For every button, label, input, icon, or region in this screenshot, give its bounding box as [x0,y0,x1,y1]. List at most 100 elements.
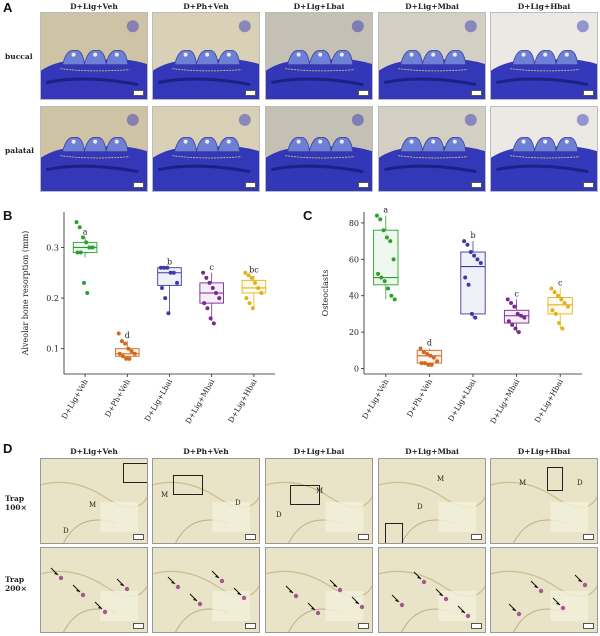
panel-a-col-header: D+Lig+Lbai [293,2,345,11]
dentin-label: D [235,499,241,507]
y-axis-label: Osteoclasts [321,270,330,317]
significance-letter: c [514,289,519,298]
data-point [213,291,218,295]
data-point [549,286,554,291]
data-point [82,280,87,285]
significance-letter: d [427,339,432,348]
data-point [250,306,255,311]
panel-d-col-header: D+Lig+Lbai [293,447,345,456]
data-point [162,265,167,270]
scale-bar [471,182,482,188]
data-point [246,273,251,278]
data-point [429,362,434,367]
x-tick-label: D+Lig+Veh [60,377,90,420]
data-point [259,291,264,295]
x-tick-label: D+Lig+Mbai [184,377,217,425]
data-point [207,280,212,285]
data-point [522,315,527,320]
jaw-specimen-photo [152,12,260,100]
y-tick-label: 80 [349,219,359,228]
data-point [171,270,176,275]
data-point [435,359,440,364]
data-point [506,319,511,324]
data-point [557,321,562,326]
scale-bar [133,534,144,540]
data-point [75,250,80,255]
data-point [119,339,124,344]
molar-label: M [437,475,445,483]
jaw-specimen-photo [265,12,373,100]
data-point [132,351,137,356]
data-point [382,279,387,284]
panel-a-col-header: D+Ph+Veh [183,2,229,11]
data-point [472,253,477,258]
data-point [468,250,473,255]
x-tick-label: D+Lig+Lbai [446,377,478,423]
x-tick-label: D+Ph+Veh [405,377,434,418]
panel-a-col-header: D+Lig+Hbai [517,2,571,11]
x-tick-label: D+Lig+Hbai [226,377,259,424]
jaw-specimen-photo [40,106,148,192]
data-point [205,306,210,311]
data-point [550,308,555,313]
roi-box [173,475,203,495]
jaw-specimen-photo [490,12,598,100]
data-point [256,285,261,290]
data-point [166,311,171,316]
data-point [505,297,510,302]
molar-label: M [161,491,169,499]
scale-bar [245,623,256,629]
jaw-specimen-photo [378,12,486,100]
data-point [175,280,180,285]
trap-micrograph [40,547,148,633]
dentin-label: D [417,503,423,511]
data-point [117,351,122,356]
trap-micrograph [490,547,598,633]
data-point [519,313,524,318]
significance-letter: b [167,258,172,267]
data-point [126,346,131,351]
data-point [249,275,254,280]
data-point [210,285,215,290]
data-point [85,291,90,295]
data-point [469,311,474,316]
jaw-specimen-photo [265,106,373,192]
data-point [378,217,383,222]
scale-bar [133,182,144,188]
data-point [431,355,436,360]
roi-box [123,463,147,483]
x-tick-label: D+Lig+Lbai [143,377,175,423]
dentin-label: D [577,479,583,487]
data-point [512,304,517,309]
data-point [391,257,396,262]
significance-letter: d [125,331,130,340]
trap-micrograph [378,547,486,633]
significance-letter: a [83,227,88,236]
data-point [84,240,89,245]
data-point [560,326,565,331]
data-point [168,270,173,275]
molar-label: M [316,487,324,495]
trap-micrograph [265,547,373,633]
data-point [462,239,467,244]
panel-d-letter: D [3,441,13,456]
data-point [475,257,480,262]
chart-osteoclasts: Osteoclasts 0 20 40 60 80 a D+Lig+Veh d D+Ph+Veh b… [321,206,582,425]
data-point [159,285,164,290]
trap-micrograph [152,547,260,633]
data-point [384,235,389,240]
scale-bar [471,623,482,629]
panel-d-col-header: D+Lig+Veh [70,447,118,456]
data-point [509,301,514,306]
scale-bar [583,623,594,629]
data-point [163,296,168,301]
data-point [374,213,379,218]
scale-bar [583,182,594,188]
scale-bar [245,90,256,96]
data-point [386,286,391,291]
data-point [478,260,483,265]
x-tick-label: D+Lig+Mbai [488,377,521,425]
data-point [559,297,564,302]
